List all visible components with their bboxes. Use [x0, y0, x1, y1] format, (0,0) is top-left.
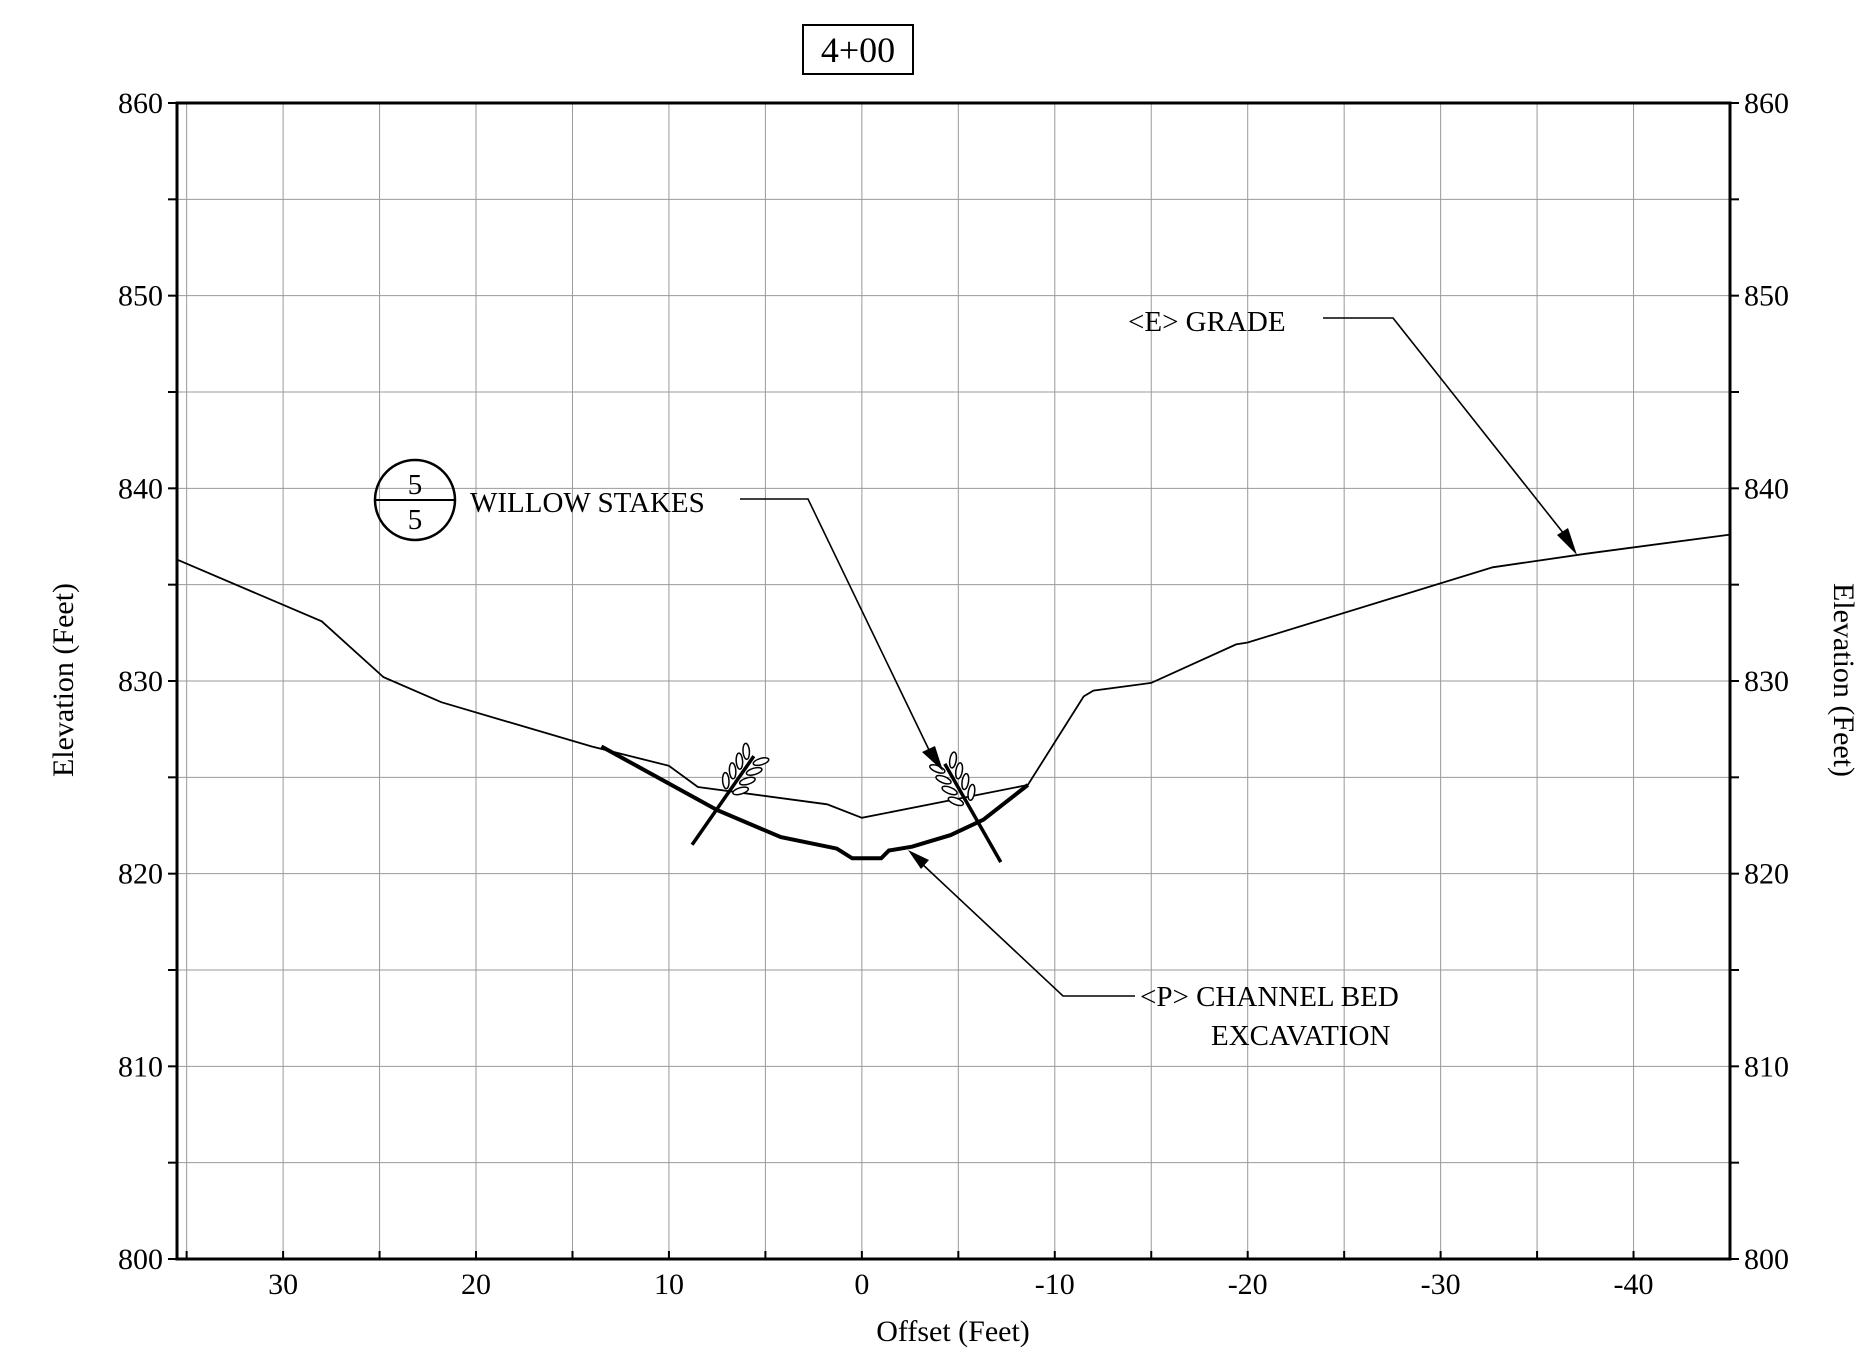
willow-leaf — [752, 757, 770, 767]
willow-leaf — [935, 774, 952, 785]
series — [176, 533, 1731, 861]
willow-stakes-label: WILLOW STAKES — [470, 487, 705, 519]
willow-leaf — [738, 776, 756, 786]
willow-leaf — [947, 796, 965, 807]
willow-leaf — [961, 772, 970, 791]
y-tick-labels-left: 800 810 820 830 840 850 860 — [118, 87, 163, 1276]
y-tick-label-left: 830 — [118, 665, 163, 698]
existing-grade-line — [176, 533, 1731, 819]
willow-leaf — [732, 786, 750, 796]
willow-stakes-callout: 5 5 WILLOW STAKES — [373, 458, 943, 771]
willow-stake — [690, 742, 770, 846]
willow-leaf — [742, 742, 751, 761]
y-tick-label-right: 800 — [1744, 1243, 1789, 1276]
grid — [177, 103, 1731, 1259]
existing-grade-label: <E> GRADE — [1128, 306, 1286, 338]
x-axis-title: Offset (Feet) — [876, 1315, 1030, 1348]
y-tick-label-right: 860 — [1744, 87, 1789, 120]
existing-grade-leader — [1323, 317, 1573, 545]
willow-leaf — [745, 766, 763, 776]
y-tick-label-left: 850 — [118, 280, 163, 313]
willow-leaf — [941, 785, 958, 796]
station-label: 4+00 — [802, 24, 914, 75]
y-tick-labels-right: 800 810 820 830 840 850 860 — [1744, 87, 1789, 1276]
station-label-box — [802, 24, 914, 75]
y-tick-label-left: 810 — [118, 1050, 163, 1083]
y-tick-label-right: 850 — [1744, 280, 1789, 313]
x-tick-label: -20 — [1228, 1268, 1268, 1301]
willow-leaf — [948, 751, 958, 769]
willow-stakes-arrowhead — [922, 746, 943, 771]
y-tick-label-left: 800 — [118, 1243, 163, 1276]
x-tick-label: 20 — [461, 1268, 491, 1301]
x-tick-label: -40 — [1614, 1268, 1654, 1301]
y-tick-label-right: 840 — [1744, 472, 1789, 505]
channel-bed-callout: <P> CHANNEL BED EXCAVATION — [908, 850, 1399, 1052]
x-tick-label: -10 — [1035, 1268, 1075, 1301]
y-tick-label-right: 810 — [1744, 1050, 1789, 1083]
y-tick-label-right: 830 — [1744, 665, 1789, 698]
channel-bed-leader — [919, 861, 1135, 997]
y-axis-title-left: Elevation (Feet) — [47, 583, 80, 777]
station-label-text: 4+00 — [821, 30, 895, 70]
detail-number: 5 — [408, 469, 423, 501]
x-tick-label: -30 — [1421, 1268, 1461, 1301]
detail-sheet: 5 — [408, 504, 423, 536]
y-axis-title-right: Elevation (Feet) — [1827, 583, 1860, 777]
willow-leaf — [967, 783, 976, 802]
x-tick-labels: 30 20 10 0 -10 -20 -30 -40 — [268, 1268, 1653, 1301]
plot-frame — [175, 101, 1732, 1261]
willow-leaf — [728, 762, 737, 780]
y-tick-label-left: 840 — [118, 472, 163, 505]
willow-stake — [929, 751, 1003, 863]
y-tick-label-right: 820 — [1744, 858, 1789, 891]
willow-stakes — [690, 742, 1003, 863]
willow-stakes-leader — [740, 498, 931, 753]
y-tick-label-left: 820 — [118, 858, 163, 891]
y-tick-label-left: 860 — [118, 87, 163, 120]
proposed-channel-line — [600, 744, 1030, 861]
x-tick-label: 30 — [268, 1268, 298, 1301]
willow-leaf — [735, 752, 744, 770]
willow-leaf — [721, 771, 730, 790]
x-tick-label: 0 — [854, 1268, 869, 1301]
stake-post — [690, 755, 756, 846]
channel-bed-arrowhead — [908, 850, 929, 869]
channel-bed-label-line2: EXCAVATION — [1211, 1020, 1390, 1052]
willow-leaf — [954, 762, 964, 780]
existing-grade-callout: <E> GRADE — [1128, 306, 1577, 555]
x-tick-label: 10 — [654, 1268, 684, 1301]
existing-grade-arrowhead — [1557, 528, 1577, 555]
stake-post — [943, 762, 1003, 863]
channel-bed-label-line1: <P> CHANNEL BED — [1140, 981, 1399, 1013]
